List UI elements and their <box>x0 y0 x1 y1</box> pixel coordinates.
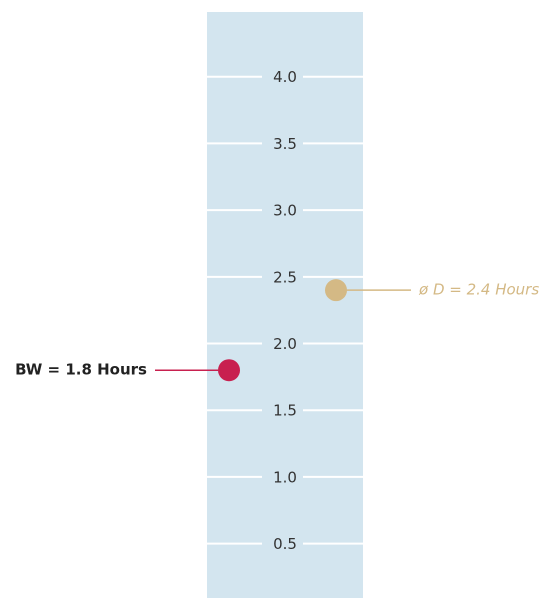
dot-label: BW = 1.8 Hours <box>15 361 147 379</box>
dot-label: ø D = 2.4 Hours <box>418 281 539 299</box>
y-tick-label: 4.0 <box>273 68 297 86</box>
y-tick-label: 1.5 <box>273 402 297 420</box>
plot-strip <box>207 12 363 598</box>
y-tick-label: 2.5 <box>273 268 297 286</box>
dot <box>218 359 240 382</box>
y-tick-label: 2.0 <box>273 335 297 353</box>
y-tick-label: 1.0 <box>273 468 297 486</box>
y-tick-label: 3.5 <box>273 135 297 153</box>
dot <box>325 279 347 302</box>
y-tick-label: 3.0 <box>273 202 297 220</box>
y-tick-label: 0.5 <box>273 535 297 553</box>
